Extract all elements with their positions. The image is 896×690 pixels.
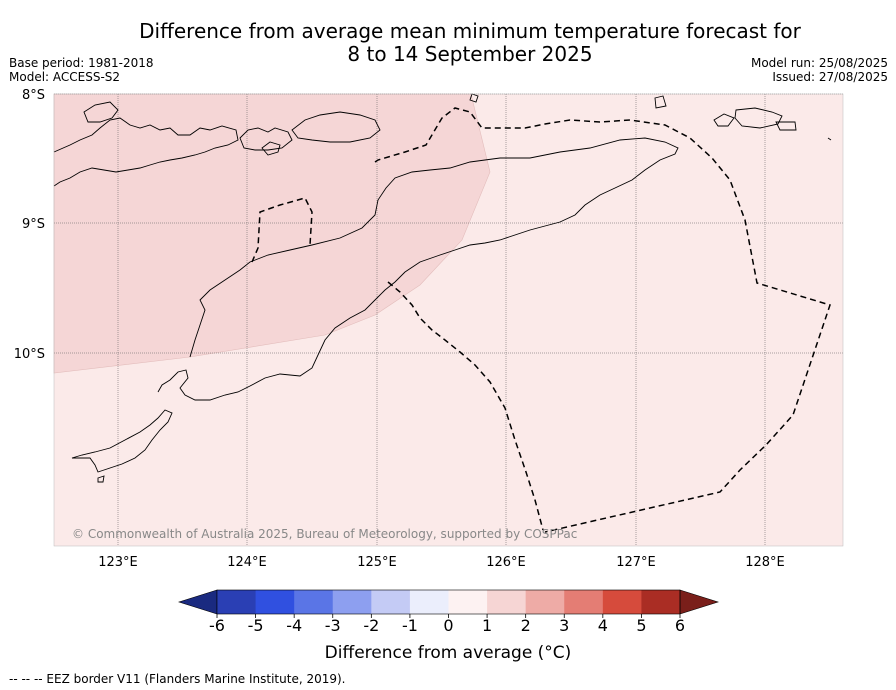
lat-label: 8°S [22,88,45,103]
colorbar-tick-label: -3 [325,616,341,635]
eez-borders [251,107,831,533]
issued-text: Issued: 27/08/2025 [772,70,888,84]
meta-left: Base period: 1981-2018 Model: ACCESS-S2 [9,56,154,84]
colorbar-tick-label: -6 [209,616,225,635]
colorbar-tick-label: -5 [248,616,264,635]
lon-label: 126°E [486,555,526,570]
lat-label: 10°S [14,347,45,362]
colorbar-segment [409,590,449,614]
colorbar-tick-label: 5 [636,616,646,635]
lon-label: 124°E [227,555,267,570]
colorbar-segment [371,590,411,614]
base-period-text: Base period: 1981-2018 [9,56,154,70]
colorbar-segment [294,590,334,614]
meta-right: Model run: 25/08/2025 Issued: 27/08/2025 [751,56,888,84]
colorbar-tick-label: 0 [443,616,453,635]
colorbar-tick-label: 4 [598,616,608,635]
copyright-text: © Commonwealth of Australia 2025, Bureau… [72,527,577,541]
coastlines [53,93,832,483]
model-run-text: Model run: 25/08/2025 [750,56,888,70]
lon-label: 128°E [745,555,785,570]
colorbar-label: Difference from average (°C) [324,643,572,663]
lon-label: 125°E [357,555,397,570]
colorbar-segment [641,590,681,614]
colorbar-tick-label: -1 [402,616,418,635]
colorbar-segment [332,590,372,614]
colorbar-tick-label: 6 [675,616,685,635]
colorbar-segment [448,590,488,614]
colorbar-tick-label: 2 [521,616,531,635]
map-frame [53,93,844,547]
lon-labels: 123°E 124°E 125°E 126°E 127°E 128°E [98,555,785,570]
colorbar-segment [525,590,565,614]
colorbar-segment [602,590,642,614]
colorbar-extend-low [178,589,218,615]
anomaly-region-warm [53,93,491,374]
colorbar: -6 -5 -4 -3 -2 -1 0 1 2 3 4 5 6 [178,589,719,635]
colorbar-segment [564,590,604,614]
colorbar-segment [255,590,295,614]
lon-label: 123°E [98,555,138,570]
colorbar-tick-label: -4 [286,616,302,635]
colorbar-tick-label: -2 [363,616,379,635]
colorbar-tick-label: 3 [559,616,569,635]
map-title: Difference from average mean minimum tem… [0,20,896,66]
lat-label: 9°S [22,217,45,232]
lon-label: 127°E [616,555,656,570]
lat-labels: 8°S 9°S 10°S [14,88,45,362]
colorbar-tick-label: 1 [482,616,492,635]
title-line-1: Difference from average mean minimum tem… [139,19,801,43]
model-text: Model: ACCESS-S2 [9,70,121,84]
title-line-2: 8 to 14 September 2025 [347,42,593,66]
colorbar-segment [487,590,527,614]
footnote: -- -- -- EEZ border V11 (Flanders Marine… [9,672,346,686]
colorbar-extend-high [679,589,719,615]
colorbar-segment [217,590,257,614]
